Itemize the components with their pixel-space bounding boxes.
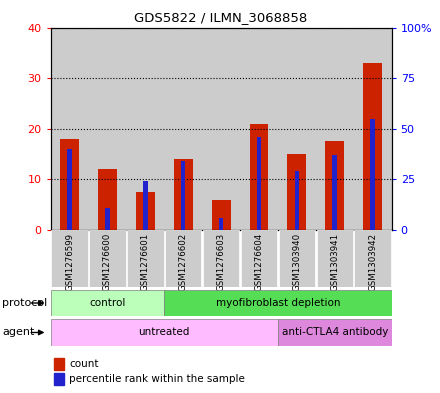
Bar [126,28,164,230]
Text: GSM1276604: GSM1276604 [254,233,264,291]
Bar [219,218,224,230]
FancyBboxPatch shape [89,230,126,287]
Bar [316,28,354,230]
Bar [54,373,63,385]
Bar [136,192,155,230]
FancyBboxPatch shape [51,230,88,287]
Text: GSM1303941: GSM1303941 [330,233,339,291]
Bar [295,171,299,230]
Bar [370,119,375,230]
Text: GSM1303940: GSM1303940 [292,233,301,291]
Bar [67,149,72,230]
Bar [287,154,306,230]
Bar [249,124,268,230]
Text: GSM1276599: GSM1276599 [65,233,74,291]
FancyBboxPatch shape [241,230,277,287]
Text: GSM1276602: GSM1276602 [179,233,188,291]
Bar [164,28,202,230]
Text: count: count [70,359,99,369]
Bar [60,139,79,230]
Text: protocol: protocol [2,298,48,308]
Bar [240,28,278,230]
FancyBboxPatch shape [127,230,164,287]
Bar [181,161,186,230]
FancyBboxPatch shape [203,230,239,287]
Bar [174,159,193,230]
Bar [212,200,231,230]
FancyBboxPatch shape [278,319,392,346]
Bar [54,358,63,369]
Text: GSM1276601: GSM1276601 [141,233,150,291]
Bar [143,181,147,230]
Bar [105,208,110,230]
FancyBboxPatch shape [317,230,353,287]
FancyBboxPatch shape [164,290,392,316]
Bar [325,141,344,230]
Bar [88,28,126,230]
Title: GDS5822 / ILMN_3068858: GDS5822 / ILMN_3068858 [135,11,308,24]
Bar [278,28,316,230]
Text: GSM1276600: GSM1276600 [103,233,112,291]
Bar [257,137,261,230]
Bar [202,28,240,230]
Bar [51,28,88,230]
Text: agent: agent [2,327,35,338]
Bar [98,169,117,230]
Text: GSM1276603: GSM1276603 [216,233,226,291]
Text: untreated: untreated [139,327,190,338]
Bar [363,63,382,230]
Text: control: control [89,298,126,308]
FancyBboxPatch shape [51,290,164,316]
Bar [333,155,337,230]
FancyBboxPatch shape [51,319,278,346]
Text: GSM1303942: GSM1303942 [368,233,377,291]
Text: percentile rank within the sample: percentile rank within the sample [70,374,245,384]
FancyBboxPatch shape [355,230,391,287]
Bar [354,28,392,230]
FancyBboxPatch shape [279,230,315,287]
Text: myofibroblast depletion: myofibroblast depletion [216,298,340,308]
Text: anti-CTLA4 antibody: anti-CTLA4 antibody [282,327,388,338]
FancyBboxPatch shape [165,230,202,287]
